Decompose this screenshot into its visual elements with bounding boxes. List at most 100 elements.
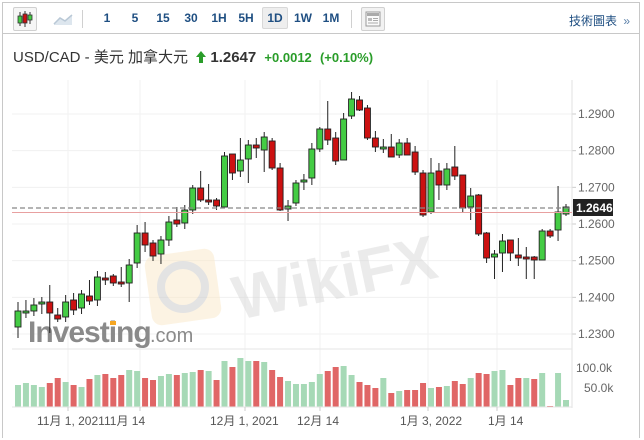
volume-bar <box>285 381 292 407</box>
volume-bar <box>292 384 299 407</box>
x-tick-label: 1月 14 <box>488 414 524 428</box>
x-tick-label: 12月 14 <box>297 414 339 428</box>
svg-text:1.2646: 1.2646 <box>576 201 613 215</box>
candle <box>93 271 101 306</box>
candle <box>62 295 70 322</box>
volume-bar <box>189 372 196 407</box>
current-price-tag: 1.2646 <box>573 199 613 216</box>
candle <box>70 293 78 315</box>
toolbar-divider <box>82 10 83 28</box>
interval-1d[interactable]: 1D <box>262 7 288 29</box>
volume-bar <box>237 358 244 407</box>
candle <box>86 280 93 305</box>
candle <box>197 171 205 202</box>
volume-bar <box>269 370 276 407</box>
candle <box>276 163 284 211</box>
candle <box>22 300 30 318</box>
x-tick-label: 12月 1, 2021 <box>210 414 279 428</box>
candle <box>205 184 213 205</box>
price-change-percent: (+0.10%) <box>319 50 374 65</box>
volume-bar <box>181 373 188 407</box>
watermark: WikiFX Investing .com <box>28 223 443 349</box>
volume-bar <box>197 370 204 407</box>
volume-bar <box>467 378 474 407</box>
axes: 1.2900 1.2800 1.2700 1.2600 1.2500 1.2400 1.23… <box>12 80 615 428</box>
up-arrow-icon <box>196 50 207 67</box>
interval-1[interactable]: 1 <box>103 11 111 25</box>
volume-bar <box>515 378 522 407</box>
candle <box>141 222 149 252</box>
volume-bar <box>332 367 339 407</box>
volume-bar <box>475 373 482 407</box>
volume-bar <box>245 361 252 407</box>
candlestick-icon[interactable] <box>13 7 37 31</box>
volume-bar <box>435 387 442 407</box>
y-tick-label: 1.2700 <box>578 180 615 194</box>
price-change: +0.0012 <box>264 50 312 65</box>
candle <box>435 163 443 200</box>
candle <box>260 132 268 172</box>
candle <box>316 127 324 152</box>
technical-chart-label: 技術圖表 <box>568 14 617 28</box>
interval-5[interactable]: 5 <box>131 11 139 25</box>
interval-5h[interactable]: 5H <box>238 11 254 25</box>
candle <box>546 229 554 238</box>
candle <box>348 92 356 119</box>
volume-bar <box>142 378 149 407</box>
x-tick-label: 11月 14 <box>104 414 145 428</box>
interval-1m[interactable]: 1M <box>322 11 340 25</box>
candle <box>38 297 46 314</box>
volume-bar <box>277 377 284 407</box>
volume-tick-label: 50.0k <box>584 381 614 395</box>
interval-30[interactable]: 30 <box>184 11 198 25</box>
candle <box>522 247 530 279</box>
candle <box>403 138 411 156</box>
volume-bar <box>157 376 164 407</box>
candle <box>109 274 117 286</box>
volume-bar <box>380 378 387 407</box>
candle <box>268 138 276 170</box>
technical-chart-link[interactable]: 技術圖表 » <box>569 12 630 29</box>
volume-bar <box>427 388 434 407</box>
quote-header: USD/CAD - 美元 加拿大元 1.2647 +0.0012 (+0.10%… <box>13 46 373 66</box>
wikifx-watermark: WikiFX <box>144 223 443 334</box>
volume-bar <box>94 375 101 407</box>
candle <box>371 131 379 152</box>
volume-bar <box>46 383 53 407</box>
candle <box>30 298 38 316</box>
area-chart-icon[interactable] <box>52 7 74 29</box>
volume-bar <box>118 375 125 407</box>
candle <box>562 204 570 216</box>
volume-bar <box>54 378 61 407</box>
candle <box>451 146 459 180</box>
volume-bar <box>102 374 109 407</box>
interval-15[interactable]: 15 <box>156 11 170 25</box>
volume-bar <box>372 388 379 407</box>
candle <box>514 238 522 266</box>
volume-bar <box>459 384 466 407</box>
layout-icon[interactable] <box>361 7 385 31</box>
volume-bar <box>78 387 85 407</box>
candle <box>419 170 427 217</box>
volume-bar <box>348 375 355 407</box>
volume-bar <box>316 374 323 407</box>
svg-text:.com: .com <box>150 325 193 347</box>
candle <box>467 188 475 220</box>
candle <box>499 234 506 272</box>
candle <box>379 139 387 153</box>
interval-1w[interactable]: 1W <box>294 11 312 25</box>
volume-bar <box>404 390 411 407</box>
volume-bar <box>324 371 331 407</box>
volume-bar <box>253 361 260 407</box>
double-chevron-right-icon: » <box>623 14 630 28</box>
y-tick-label: 1.2600 <box>578 217 615 231</box>
volume-bar <box>110 378 117 407</box>
candle <box>387 134 395 158</box>
y-tick-label: 1.2400 <box>578 290 615 304</box>
candle <box>554 186 562 241</box>
candle <box>54 308 62 322</box>
interval-1h[interactable]: 1H <box>211 11 227 25</box>
volume-bar <box>213 380 220 407</box>
